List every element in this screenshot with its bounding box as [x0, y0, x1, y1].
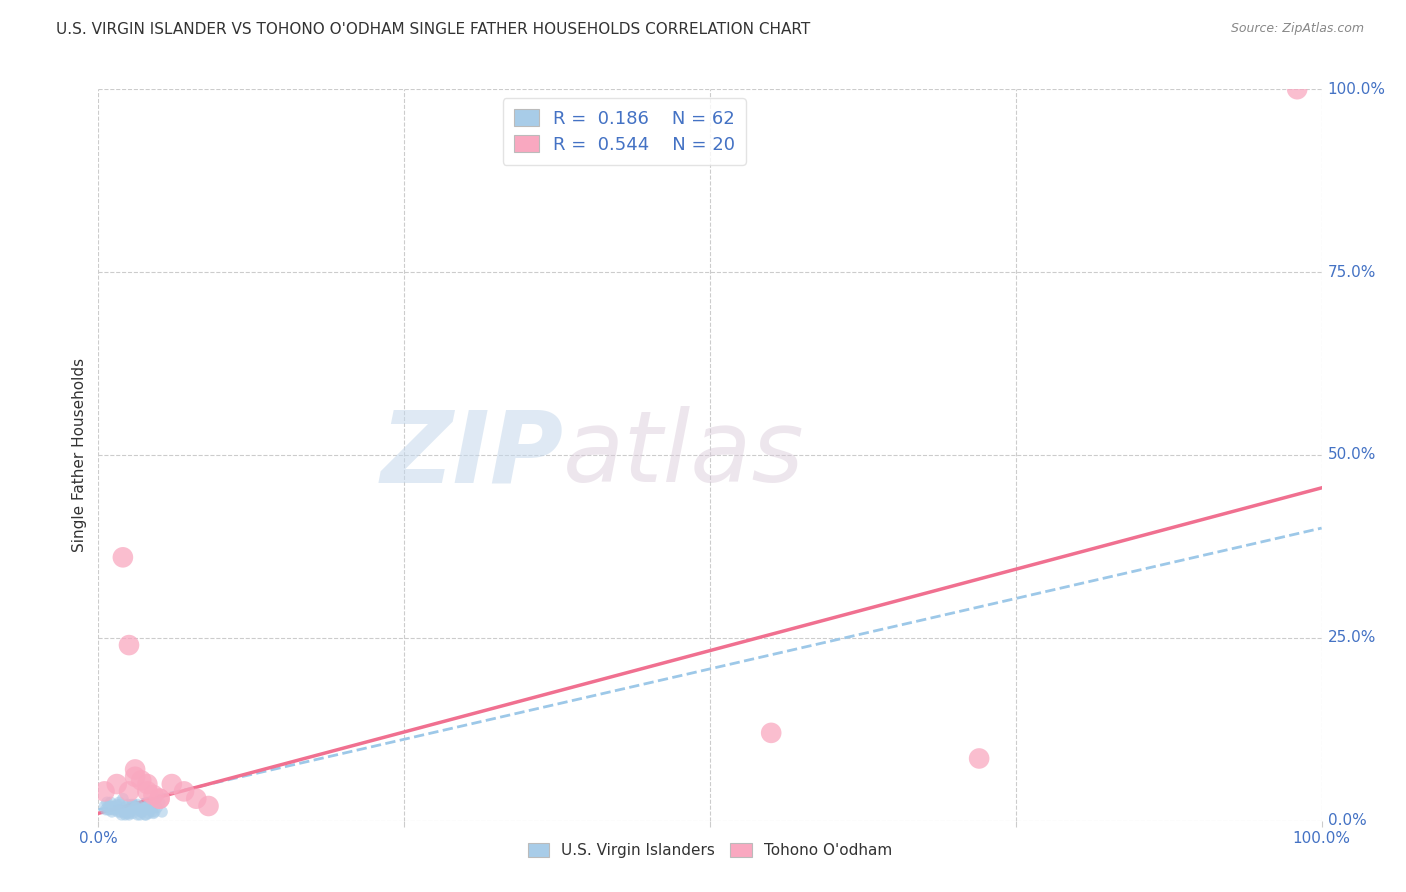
Point [139, 803, 162, 817]
Point [143, 805, 166, 819]
Text: U.S. VIRGIN ISLANDER VS TOHONO O'ODHAM SINGLE FATHER HOUSEHOLDS CORRELATION CHAR: U.S. VIRGIN ISLANDER VS TOHONO O'ODHAM S… [56, 22, 810, 37]
Point [173, 784, 195, 798]
Point [118, 806, 141, 821]
Point [136, 784, 159, 798]
Point [118, 638, 141, 652]
Point [110, 797, 132, 812]
Point [127, 797, 149, 812]
Point [134, 807, 156, 822]
Point [128, 803, 150, 817]
Point [93, 799, 115, 814]
Point [1286, 82, 1309, 96]
Point [136, 799, 159, 814]
Point [136, 799, 159, 814]
Text: atlas: atlas [564, 407, 804, 503]
Point [118, 807, 141, 822]
Point [118, 784, 141, 798]
Point [98, 799, 121, 814]
Point [761, 726, 783, 740]
Point [124, 800, 146, 814]
Point [111, 791, 134, 805]
Point [120, 797, 142, 812]
Point [93, 784, 115, 798]
Point [122, 797, 145, 812]
Text: Source: ZipAtlas.com: Source: ZipAtlas.com [1230, 22, 1364, 36]
Text: ZIP: ZIP [380, 407, 564, 503]
Point [111, 807, 134, 822]
Point [132, 800, 155, 814]
Point [146, 800, 169, 814]
Point [142, 788, 165, 802]
Point [97, 803, 120, 817]
Point [101, 805, 124, 819]
Point [124, 800, 146, 814]
Point [100, 800, 122, 814]
Point [142, 806, 165, 821]
Point [105, 799, 128, 814]
Point [98, 803, 121, 817]
Point [129, 807, 152, 822]
Point [129, 805, 152, 819]
Point [186, 791, 208, 805]
Point [124, 763, 146, 777]
Text: 0.0%: 0.0% [1327, 814, 1367, 828]
Y-axis label: Single Father Households: Single Father Households [72, 358, 87, 552]
Point [112, 805, 135, 819]
Point [111, 550, 134, 565]
Point [107, 805, 129, 819]
Point [149, 791, 172, 805]
Point [103, 800, 125, 814]
Point [115, 803, 138, 817]
Point [120, 805, 142, 819]
Point [101, 803, 124, 817]
Point [129, 805, 152, 819]
Point [121, 806, 143, 821]
Point [117, 797, 139, 812]
Point [114, 807, 136, 822]
Point [141, 805, 163, 819]
Point [138, 806, 160, 821]
Point [105, 777, 128, 791]
Text: 100.0%: 100.0% [1327, 82, 1386, 96]
Point [104, 803, 127, 817]
Point [111, 800, 134, 814]
Point [150, 805, 173, 819]
Point [136, 777, 159, 791]
Point [103, 800, 125, 814]
Point [139, 803, 162, 817]
Point [967, 751, 990, 765]
Point [127, 807, 149, 822]
Point [197, 799, 219, 814]
Text: 75.0%: 75.0% [1327, 265, 1376, 279]
Point [131, 803, 153, 817]
Point [96, 796, 118, 810]
Point [100, 796, 122, 810]
Point [121, 803, 143, 817]
Point [125, 800, 148, 814]
Point [97, 799, 120, 814]
Point [110, 805, 132, 819]
Point [134, 803, 156, 817]
Text: 50.0%: 50.0% [1327, 448, 1376, 462]
Point [101, 800, 124, 814]
Point [108, 796, 131, 810]
Point [129, 773, 152, 788]
Point [149, 796, 172, 810]
Point [94, 803, 117, 817]
Point [124, 770, 146, 784]
Legend: U.S. Virgin Islanders, Tohono O'odham: U.S. Virgin Islanders, Tohono O'odham [522, 837, 898, 864]
Point [105, 797, 128, 812]
Point [149, 791, 172, 805]
Text: 25.0%: 25.0% [1327, 631, 1376, 645]
Point [114, 806, 136, 821]
Point [135, 807, 157, 822]
Point [139, 799, 162, 814]
Point [160, 777, 183, 791]
